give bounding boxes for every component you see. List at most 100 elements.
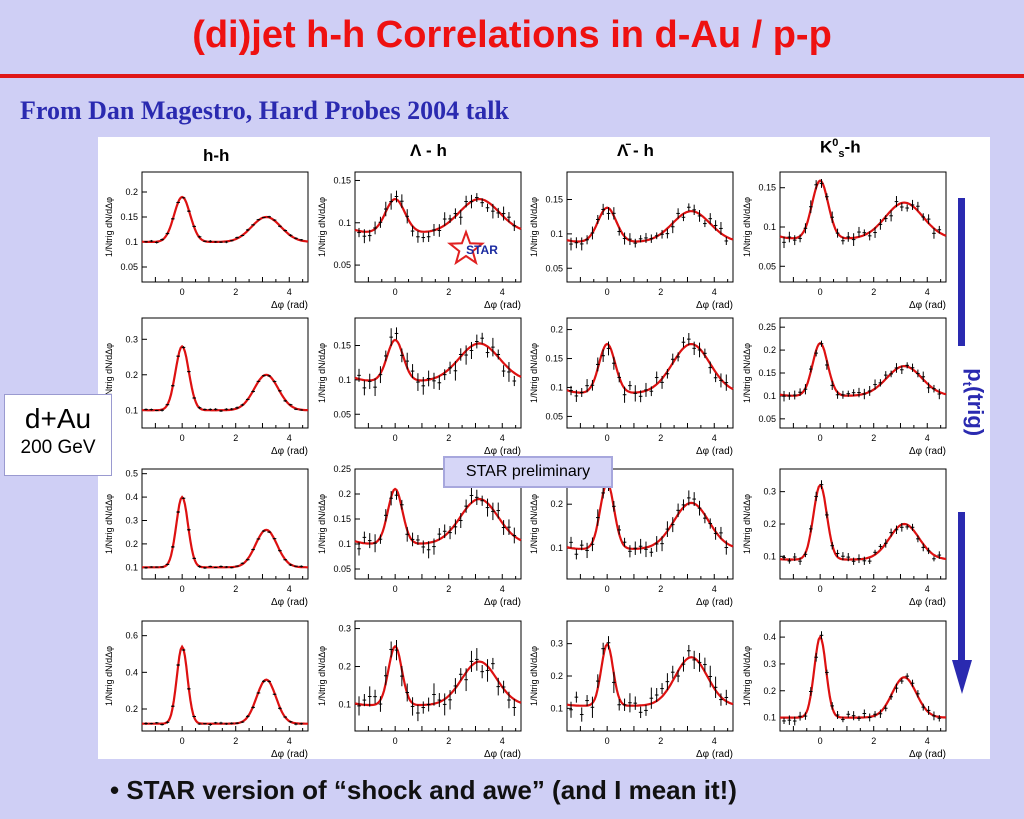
x-axis-label: Δφ (rad) (909, 749, 946, 759)
plot-frame (566, 468, 734, 580)
y-tick-label: 0.1 (125, 405, 138, 415)
y-tick-label: 0.15 (758, 183, 776, 193)
x-tick-label: 2 (658, 584, 663, 594)
y-tick-label: 0.05 (545, 263, 563, 273)
y-axis-label: 1/Ntrig dN/dΔφ (104, 343, 114, 403)
fit-curve (779, 341, 947, 397)
y-tick-label: 0.3 (338, 624, 351, 634)
y-tick-label: 0.25 (758, 322, 776, 332)
fit-curve (566, 642, 734, 707)
x-tick-label: 4 (712, 287, 717, 297)
y-axis-label: 1/Ntrig dN/dΔφ (104, 197, 114, 257)
y-tick-label: 0.1 (338, 218, 351, 228)
dau-label-box: d+Au 200 GeV (4, 394, 112, 476)
y-tick-label: 0.1 (763, 391, 776, 401)
collision-energy-label: 200 GeV (20, 437, 96, 458)
y-axis-label: 1/Ntrig dN/dΔφ (529, 343, 539, 403)
y-tick-label: 0.2 (550, 325, 563, 335)
y-axis-label: 1/Ntrig dN/dΔφ (529, 494, 539, 554)
x-axis-label: Δφ (rad) (909, 300, 946, 311)
x-axis-label: Δφ (rad) (696, 597, 733, 608)
y-tick-label: 0.25 (333, 464, 351, 474)
fit-curve (566, 481, 734, 550)
y-axis-label: 1/Ntrig dN/dΔφ (317, 646, 327, 706)
column-header-h-h: h-h (203, 146, 230, 165)
plot-frame (141, 468, 309, 580)
star-preliminary-label: STAR preliminary (443, 456, 613, 488)
x-tick-label: 4 (925, 736, 930, 746)
y-tick-label: 0.05 (333, 260, 351, 270)
y-tick-label: 0.2 (125, 187, 138, 197)
x-tick-label: 0 (393, 287, 398, 297)
plot-frame (779, 468, 947, 580)
x-axis-label: Δφ (rad) (696, 300, 733, 311)
plot-frame (779, 317, 947, 429)
plot-frame (566, 171, 734, 283)
x-tick-label: 0 (393, 584, 398, 594)
x-tick-label: 4 (287, 287, 292, 297)
x-tick-label: 2 (446, 433, 451, 443)
y-tick-label: 0.2 (338, 662, 351, 672)
y-tick-label: 0.2 (550, 499, 563, 509)
y-tick-label: 0.3 (763, 659, 776, 669)
y-tick-label: 0.4 (763, 632, 776, 642)
y-axis-label: 1/Ntrig dN/dΔφ (317, 197, 327, 257)
x-tick-label: 0 (180, 584, 185, 594)
x-tick-label: 0 (605, 736, 610, 746)
y-tick-label: 0.2 (125, 539, 138, 549)
y-tick-label: 0.05 (120, 262, 138, 272)
bullet-point: • STAR version of “shock and awe” (and I… (110, 775, 737, 805)
x-tick-label: 0 (818, 736, 823, 746)
y-tick-label: 0.05 (758, 261, 776, 271)
collision-system-label: d+Au (24, 403, 92, 434)
trigger-pt-axis-label: pt(trig) (959, 368, 989, 437)
x-tick-label: 0 (818, 433, 823, 443)
y-tick-label: 0.3 (125, 334, 138, 344)
y-tick-label: 0.4 (125, 492, 138, 502)
y-axis-label: 1/Ntrig dN/dΔφ (742, 646, 752, 706)
correlation-plot-grid: 0 2 4 Δφ (rad) 0.05 0.1 0.15 0.2 1/Ntrig dN/dΔφ 0… (104, 171, 947, 759)
plot-frame (141, 171, 309, 283)
x-tick-label: 2 (446, 736, 451, 746)
y-tick-label: 0.1 (550, 382, 563, 392)
x-tick-label: 2 (233, 584, 238, 594)
y-tick-label: 0.3 (550, 639, 563, 649)
y-tick-label: 0.1 (125, 237, 138, 247)
star-logo-icon (447, 229, 485, 266)
plot-frame (354, 317, 522, 429)
y-tick-label: 0.1 (338, 699, 351, 709)
x-axis-label: Δφ (rad) (484, 749, 521, 759)
x-axis-label: Δφ (rad) (484, 446, 521, 457)
y-axis-label: 1/Ntrig dN/dΔφ (104, 646, 114, 706)
y-tick-label: 0.15 (120, 212, 138, 222)
y-tick-label: 0.1 (338, 539, 351, 549)
y-tick-label: 0.3 (125, 515, 138, 525)
x-tick-label: 4 (925, 584, 930, 594)
y-tick-label: 0.1 (550, 229, 563, 239)
fit-curve (142, 344, 309, 412)
x-tick-label: 4 (500, 736, 505, 746)
x-tick-label: 0 (393, 736, 398, 746)
x-tick-label: 4 (925, 287, 930, 297)
fit-curve (354, 197, 522, 233)
x-tick-label: 2 (658, 433, 663, 443)
y-axis-label: 1/Ntrig dN/dΔφ (742, 197, 752, 257)
slide-title: (di)jet h-h Correlations in d-Au / p-p (192, 14, 832, 56)
y-tick-label: 0.1 (338, 375, 351, 385)
x-axis-label: Δφ (rad) (909, 446, 946, 457)
y-tick-label: 0.15 (545, 195, 563, 205)
x-tick-label: 4 (287, 433, 292, 443)
x-tick-label: 0 (605, 584, 610, 594)
x-tick-label: 4 (287, 736, 292, 746)
y-axis-label: 1/Ntrig dN/dΔφ (317, 494, 327, 554)
plot-frame (566, 317, 734, 429)
y-tick-label: 0.3 (763, 487, 776, 497)
fit-curve (354, 644, 522, 707)
x-tick-label: 4 (925, 433, 930, 443)
plot-panel: 0 2 4 Δφ (rad) 0.05 0.1 0.15 0.2 1/Ntrig dN/dΔφ 0… (98, 137, 990, 759)
fit-curve (779, 483, 947, 561)
y-tick-label: 0.2 (763, 686, 776, 696)
y-tick-label: 0.05 (545, 411, 563, 421)
x-tick-label: 0 (818, 584, 823, 594)
y-tick-label: 0.15 (333, 175, 351, 185)
